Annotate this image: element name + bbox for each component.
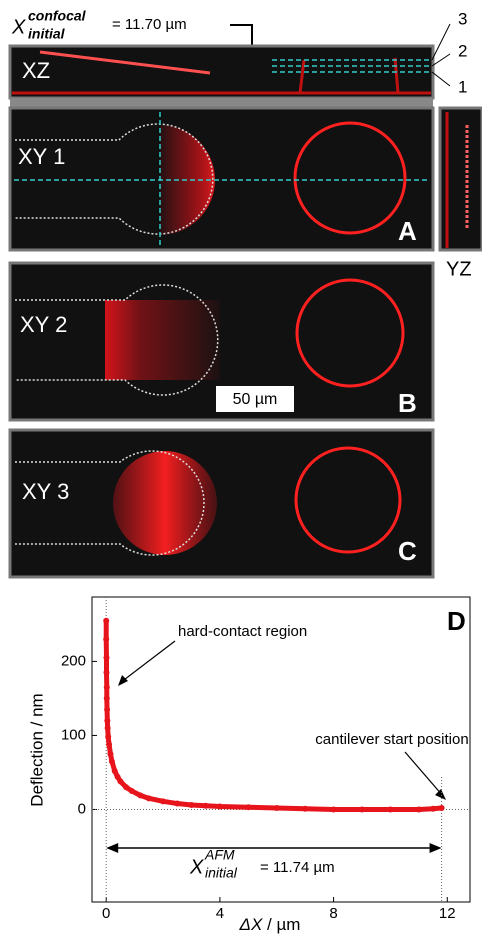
- x-tick-label: 4: [216, 905, 224, 922]
- arrowhead: [118, 675, 128, 686]
- point: [104, 695, 110, 701]
- subscript: initial: [28, 26, 66, 42]
- panel-label: D: [447, 606, 466, 636]
- panel-label: B: [398, 388, 417, 418]
- point: [106, 741, 112, 747]
- superscript: confocal: [28, 8, 87, 24]
- layer-label: 3: [458, 9, 467, 28]
- panel-title: YZ: [446, 258, 472, 280]
- arrow: [405, 752, 443, 796]
- point: [105, 734, 111, 740]
- symbol: X: [11, 16, 26, 38]
- point: [416, 806, 422, 812]
- x-tick-label: 8: [329, 905, 337, 922]
- symbol: X: [189, 856, 204, 878]
- dye-front: [105, 300, 220, 380]
- panel-title: XY 3: [22, 479, 69, 504]
- panel-title: XY 1: [18, 144, 65, 169]
- point: [112, 768, 118, 774]
- point: [430, 806, 436, 812]
- arrowhead: [435, 789, 446, 800]
- point: [188, 802, 194, 808]
- point: [117, 778, 123, 784]
- point: [107, 751, 113, 757]
- subscript: initial: [205, 865, 238, 881]
- value: = 11.74 µm: [260, 859, 335, 876]
- point: [129, 788, 135, 794]
- annotation: cantilever start position: [315, 731, 468, 748]
- y-tick-label: 200: [61, 652, 86, 669]
- x-label-symbol: ΔX: [239, 915, 263, 934]
- point: [109, 758, 115, 764]
- point: [104, 718, 110, 724]
- x-label-unit: / µm: [267, 915, 300, 934]
- point: [331, 806, 337, 812]
- point: [103, 670, 109, 676]
- x-axis-label: ΔX / µm: [239, 915, 301, 934]
- point: [103, 655, 109, 661]
- point: [105, 725, 111, 731]
- x-tick-label: 12: [439, 905, 456, 922]
- leaders: [432, 24, 450, 86]
- y-axis-label: Deflection / nm: [27, 693, 46, 806]
- value: = 11.70 µm: [112, 16, 187, 33]
- scale-label: 50 µm: [233, 391, 278, 408]
- point: [203, 803, 209, 809]
- layer-label: 1: [458, 77, 467, 96]
- arrow: [120, 641, 175, 683]
- point: [160, 798, 166, 804]
- point: [146, 795, 152, 801]
- point: [245, 804, 251, 810]
- figure: X confocal initial = 11.70 µm 3 2 1 XZ X…: [0, 0, 482, 938]
- point: [439, 805, 445, 811]
- point: [104, 684, 110, 690]
- trace: [106, 621, 441, 810]
- panel-label: C: [398, 536, 417, 566]
- superscript: AFM: [204, 847, 235, 863]
- panel-title: XY 2: [20, 312, 67, 337]
- point: [302, 806, 308, 812]
- y-tick-label: 0: [78, 800, 86, 817]
- layer-label: 2: [458, 41, 467, 60]
- plot-frame: [92, 597, 470, 902]
- point: [359, 806, 365, 812]
- point: [174, 801, 180, 807]
- point: [104, 707, 110, 713]
- point: [137, 792, 143, 798]
- annotation: hard-contact region: [178, 623, 307, 640]
- panel-label: A: [398, 216, 417, 246]
- y-tick-label: 100: [61, 726, 86, 743]
- point: [103, 636, 109, 642]
- point: [103, 618, 109, 624]
- point: [387, 806, 393, 812]
- point: [217, 804, 223, 810]
- x-tick-label: 0: [102, 905, 110, 922]
- panel-title: XZ: [22, 58, 50, 83]
- point: [123, 784, 129, 790]
- point: [274, 805, 280, 811]
